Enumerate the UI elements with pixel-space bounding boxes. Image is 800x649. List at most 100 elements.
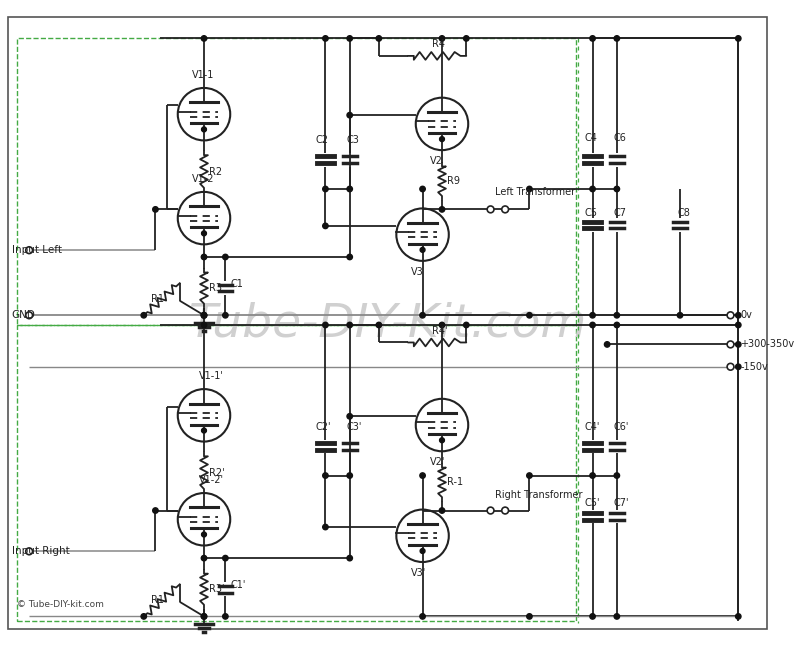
Circle shape [463,36,469,41]
Circle shape [347,186,353,191]
Circle shape [590,614,595,619]
Circle shape [590,473,595,478]
Text: C6': C6' [614,422,630,432]
Circle shape [590,186,595,191]
Circle shape [202,313,206,318]
Text: C2': C2' [316,422,331,432]
Circle shape [590,323,595,328]
Circle shape [347,323,353,328]
Circle shape [526,186,532,191]
Circle shape [439,206,445,212]
Circle shape [678,313,682,318]
Text: -150v: -150v [740,361,768,372]
Circle shape [735,614,741,619]
Circle shape [141,313,146,318]
Circle shape [347,254,353,260]
Circle shape [439,137,445,141]
Circle shape [376,36,382,41]
Circle shape [347,36,353,41]
Circle shape [420,548,425,554]
Circle shape [347,556,353,561]
Text: V1-2: V1-2 [192,175,215,184]
Text: GND: GND [12,310,35,320]
Circle shape [735,341,741,347]
Circle shape [614,473,619,478]
Text: V1-1: V1-1 [192,70,214,80]
Circle shape [202,127,206,132]
Circle shape [322,223,328,228]
Circle shape [526,313,532,318]
Circle shape [202,323,206,328]
Circle shape [347,413,353,419]
Text: C2: C2 [316,136,329,145]
Circle shape [202,231,206,236]
Circle shape [322,473,328,478]
Circle shape [202,614,206,619]
Circle shape [727,363,734,370]
Text: C5': C5' [585,498,600,508]
Circle shape [463,323,469,328]
Text: R2': R2' [209,468,225,478]
Text: Left Transformer: Left Transformer [495,187,575,197]
Text: © Tube-DIY-kit.com: © Tube-DIY-kit.com [18,600,104,609]
Circle shape [222,313,228,318]
Text: C1': C1' [230,580,246,591]
Circle shape [420,313,426,318]
Circle shape [590,36,595,41]
Text: C7: C7 [614,208,627,218]
Text: R3': R3' [209,584,224,594]
Circle shape [614,323,619,328]
Circle shape [502,206,509,213]
Circle shape [322,524,328,530]
Text: C1: C1 [230,279,243,289]
Text: R9: R9 [447,177,460,186]
Circle shape [202,614,206,619]
Circle shape [222,556,228,561]
Text: Input Left: Input Left [12,245,62,255]
Circle shape [376,323,382,328]
Circle shape [727,312,734,319]
Circle shape [420,247,425,252]
Text: Input Right: Input Right [12,546,70,556]
Circle shape [439,508,445,513]
Text: R-1: R-1 [447,478,463,487]
Text: C6: C6 [614,134,627,143]
Text: C3': C3' [346,422,362,432]
Circle shape [502,507,509,514]
Circle shape [735,364,741,369]
Text: +300-350v: +300-350v [740,339,794,349]
Text: C4: C4 [585,134,598,143]
Circle shape [526,614,532,619]
Text: 0v: 0v [740,310,752,320]
Circle shape [141,614,146,619]
Circle shape [590,313,595,318]
Text: R1': R1' [150,595,166,605]
Text: C4': C4' [585,422,600,432]
Text: V2: V2 [430,156,443,165]
Text: C8: C8 [677,208,690,218]
Circle shape [26,548,33,555]
Text: V3': V3' [411,568,426,578]
Circle shape [727,341,734,348]
Circle shape [439,438,445,443]
Text: C5: C5 [585,208,598,218]
Circle shape [202,36,206,41]
Circle shape [202,313,206,318]
Circle shape [202,313,206,318]
Circle shape [420,614,426,619]
Circle shape [202,556,206,561]
Circle shape [487,206,494,213]
Circle shape [420,186,426,191]
Circle shape [735,36,741,41]
Text: C3: C3 [346,136,360,145]
Circle shape [202,428,206,433]
Circle shape [26,312,33,319]
Text: R4: R4 [432,39,446,49]
Circle shape [614,614,619,619]
Circle shape [322,323,328,328]
Circle shape [322,186,328,191]
Text: V2': V2' [430,457,446,467]
Circle shape [614,313,619,318]
Circle shape [202,532,206,537]
Circle shape [735,313,741,318]
